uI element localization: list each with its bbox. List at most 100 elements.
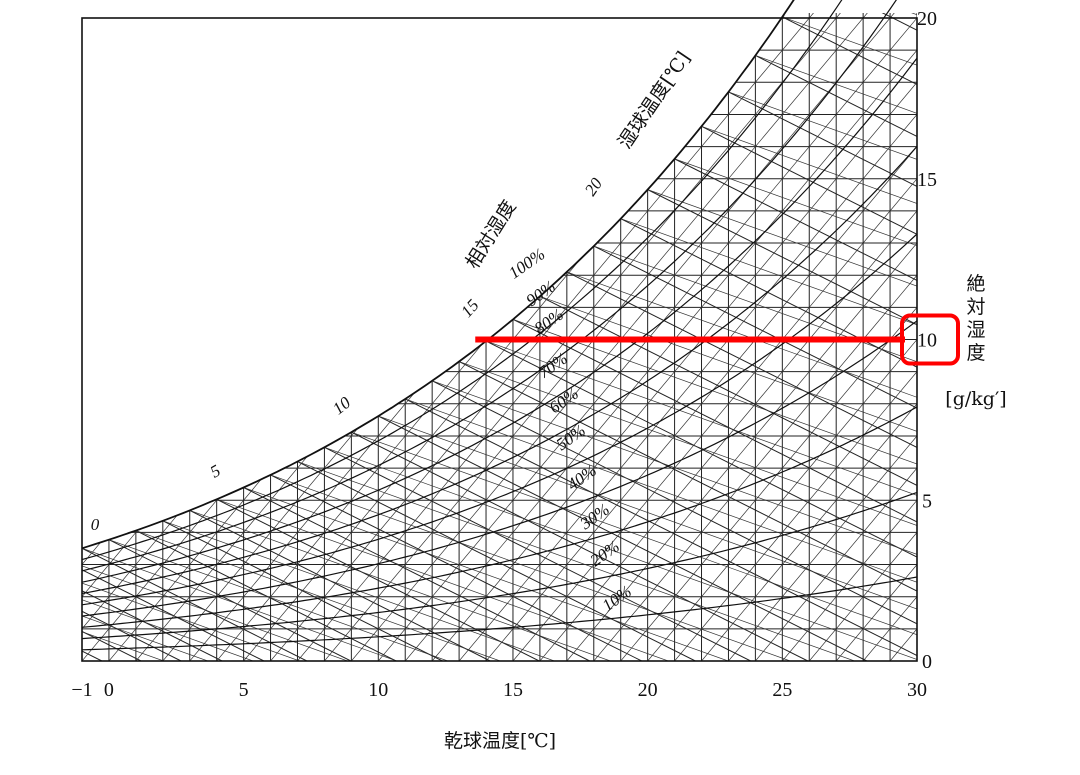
enthalpy-line [728, 91, 917, 661]
rh-curve [81, 0, 897, 572]
enthalpy-line [566, 271, 917, 661]
enthalpy-line [82, 570, 254, 661]
y-axis-unit: [g/kg′] [945, 388, 1006, 410]
lattice-line [593, 13, 917, 661]
lattice-line [82, 13, 568, 661]
wet-bulb-line [431, 380, 917, 661]
x-tick-label: 30 [907, 679, 927, 701]
wet-bulb-line [243, 487, 590, 661]
x-tick-label: 0 [104, 679, 114, 701]
rh-label: 100% [505, 244, 548, 282]
x-tick-label: 20 [638, 679, 658, 701]
lattice-line [82, 13, 514, 661]
rh-curve [81, 233, 918, 606]
y-axis-title-char: 対 [966, 296, 985, 318]
enthalpy-line [189, 510, 611, 661]
lattice-line [82, 13, 298, 661]
annotation-layer [475, 313, 960, 366]
wet-bulb-line [378, 415, 868, 661]
wb-title: 湿球温度[℃] [614, 48, 695, 153]
wet-bulb-line [485, 340, 917, 661]
lattice-line [647, 13, 917, 661]
lattice-line [808, 13, 917, 661]
y-axis-title: 絶 対 湿 度 [966, 273, 985, 364]
x-tick-label: 5 [239, 679, 249, 701]
wet-bulb-line [82, 555, 265, 661]
lattice-line [916, 13, 917, 661]
rh-curve [81, 491, 918, 640]
wet-bulb-line [351, 431, 809, 661]
rh-label: 80% [531, 305, 567, 338]
x-axis-title: 乾球温度[℃] [444, 730, 556, 752]
enthalpy-line [512, 319, 917, 661]
wet-bulb-label: 20 [581, 174, 607, 199]
lattice-line [1052, 0, 1080, 661]
rh-label: 60% [546, 384, 582, 417]
wet-bulb-line [539, 295, 917, 661]
x-tick-label: 10 [368, 679, 388, 701]
enthalpy-line [243, 487, 729, 661]
lattice-line [971, 0, 1080, 661]
lattice-line [0, 0, 1, 661]
wet-bulb-line [701, 125, 917, 661]
lattice-line [1025, 0, 1080, 661]
lattice-line [82, 13, 433, 661]
wet-bulb-line [216, 498, 540, 661]
enthalpy-line [593, 245, 917, 661]
rh-curve [81, 0, 843, 561]
y-tick-label: 0 [922, 651, 932, 673]
y-axis-title-char: 絶 [966, 273, 985, 295]
enthalpy-line [270, 474, 791, 661]
chart-curves [81, 0, 918, 651]
rh-title: 相対湿度 [462, 197, 521, 273]
lattice-line [82, 13, 406, 661]
enthalpy-line [297, 461, 855, 661]
wet-bulb-line [82, 576, 142, 661]
x-tick-label: 15 [503, 679, 523, 701]
lattice-line [82, 13, 271, 661]
enthalpy-line [82, 563, 300, 661]
lattice-line [378, 13, 917, 661]
x-tick-label: 25 [772, 679, 792, 701]
lattice-line [82, 13, 379, 661]
wet-bulb-line [82, 570, 182, 661]
lattice-line [701, 13, 917, 661]
wet-bulb-line [189, 509, 491, 661]
y-tick-label: 15 [917, 169, 937, 191]
lattice-line [566, 13, 917, 661]
lattice-line [82, 13, 191, 661]
lattice-line [485, 13, 917, 661]
wet-bulb-line [593, 245, 917, 661]
x-tick-label: −1 [71, 679, 92, 701]
lattice-line [458, 13, 917, 661]
rh-label: 10% [599, 582, 635, 615]
lattice-line [82, 13, 487, 661]
enthalpy-line [135, 530, 501, 661]
enthalpy-line [351, 431, 917, 661]
wet-bulb-label: 15 [457, 296, 482, 321]
wet-bulb-label: 0 [91, 515, 100, 534]
wet-bulb-line [297, 461, 696, 661]
wet-bulb-line [647, 189, 917, 661]
y-tick-label: 10 [917, 330, 937, 352]
lattice-line [674, 13, 917, 661]
lattice-line [431, 13, 917, 661]
wet-bulb-line [82, 563, 223, 661]
wet-bulb-line [458, 361, 917, 661]
enthalpy-line [378, 415, 917, 661]
wet-bulb-line [512, 318, 917, 661]
lattice-line [82, 13, 110, 661]
rh-curve [81, 0, 795, 550]
lattice-line [0, 0, 55, 661]
enthalpy-line [701, 126, 917, 661]
enthalpy-line [82, 547, 397, 661]
lattice-line [512, 13, 917, 661]
wet-bulb-label: 5 [207, 461, 224, 482]
wet-bulb-line [674, 158, 917, 661]
lattice-line [539, 13, 917, 661]
rh-curve [81, 406, 918, 628]
lattice-line [82, 13, 244, 661]
annotation-box [900, 313, 960, 366]
wet-bulb-line [405, 398, 917, 661]
enthalpy-line [539, 296, 917, 661]
